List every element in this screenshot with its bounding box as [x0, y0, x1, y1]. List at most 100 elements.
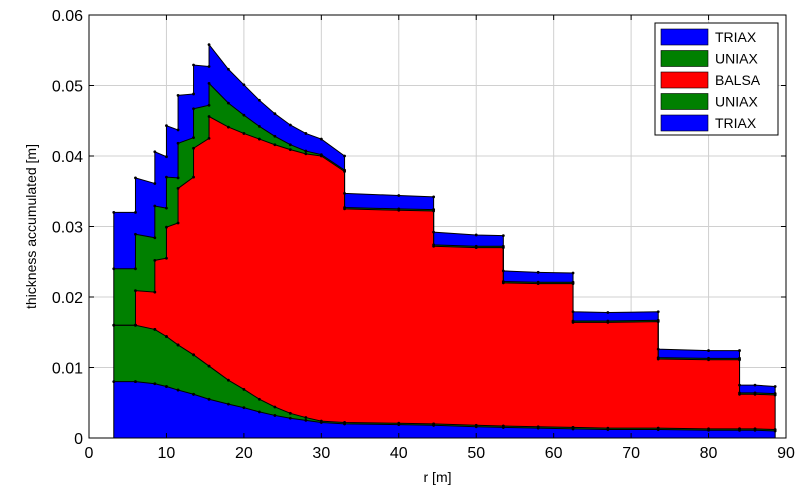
data-point — [134, 232, 137, 236]
data-point — [176, 176, 180, 180]
data-point — [571, 310, 575, 314]
y-tick-label: 0 — [74, 431, 83, 448]
data-point — [707, 356, 710, 360]
y-tick-label: 0.02 — [52, 290, 83, 307]
data-point — [304, 418, 308, 422]
data-point — [288, 148, 292, 152]
data-point — [242, 83, 246, 87]
data-point — [257, 397, 261, 401]
data-point — [227, 402, 230, 406]
data-point — [242, 387, 246, 391]
data-point — [176, 388, 180, 392]
axis-ticks: 0 10 20 30 40 50 60 70 80 90 0 0.01 0.02 0.03 0.04 0.05… — [52, 8, 795, 462]
data-point — [165, 225, 168, 229]
data-point — [257, 98, 261, 102]
x-tick-label: 70 — [622, 445, 640, 462]
data-point — [738, 391, 741, 395]
data-point — [304, 149, 308, 153]
x-tick-label: 60 — [545, 445, 563, 462]
data-point — [242, 132, 246, 135]
data-point — [753, 427, 757, 431]
data-point — [501, 424, 505, 428]
data-point — [656, 310, 660, 314]
data-point — [571, 426, 575, 429]
data-point — [571, 319, 575, 323]
data-point — [304, 416, 308, 419]
data-point — [176, 221, 180, 225]
data-point — [319, 153, 323, 156]
data-point — [288, 416, 292, 420]
data-point — [176, 343, 180, 347]
data-point — [536, 270, 540, 274]
x-tick-label: 80 — [700, 445, 718, 462]
legend: TRIAX UNIAX BALSA UNIAX TRIAX — [654, 22, 779, 136]
data-point — [192, 175, 195, 179]
data-point — [153, 382, 157, 386]
x-axis-label: r [m] — [424, 469, 452, 485]
data-point — [656, 426, 660, 430]
data-point — [257, 124, 261, 128]
data-point — [153, 182, 157, 185]
data-point — [153, 258, 157, 262]
data-point — [207, 81, 211, 85]
data-point — [432, 422, 436, 426]
data-point — [242, 113, 246, 117]
data-point — [343, 421, 346, 424]
x-tick-label: 20 — [235, 445, 253, 462]
data-point — [738, 349, 741, 352]
data-point — [304, 152, 308, 156]
data-point — [273, 414, 277, 417]
data-point — [153, 290, 157, 294]
data-point — [153, 236, 157, 240]
legend-swatch — [660, 28, 709, 46]
data-point — [165, 155, 168, 159]
data-point — [432, 195, 436, 199]
data-point — [474, 244, 478, 248]
data-point — [257, 410, 261, 414]
y-axis-label: thickness accumulated [m] — [23, 144, 39, 309]
data-point — [227, 67, 230, 71]
y-tick-label: 0.03 — [52, 220, 83, 237]
legend-label: TRIAX — [715, 115, 757, 131]
data-point — [192, 392, 195, 396]
data-point — [273, 143, 277, 147]
data-point — [707, 427, 710, 431]
data-point — [738, 383, 741, 387]
legend-swatch — [660, 71, 709, 89]
data-point — [753, 383, 757, 387]
data-point — [606, 319, 610, 323]
legend-label: UNIAX — [715, 94, 758, 110]
y-tick-label: 0.06 — [52, 8, 83, 25]
data-point — [134, 289, 137, 293]
data-point — [273, 112, 277, 116]
data-point — [192, 136, 195, 140]
data-point — [397, 194, 401, 197]
data-point — [207, 397, 211, 401]
data-point — [207, 65, 211, 68]
x-tick-label: 90 — [777, 445, 795, 462]
x-tick-label: 10 — [158, 445, 176, 462]
data-point — [288, 411, 292, 415]
data-point — [165, 335, 168, 338]
data-point — [343, 191, 346, 195]
y-tick-label: 0.04 — [52, 149, 83, 166]
data-point — [501, 234, 505, 238]
data-point — [257, 137, 261, 141]
y-tick-label: 0.05 — [52, 79, 83, 96]
data-point — [207, 43, 211, 47]
data-point — [753, 391, 757, 395]
data-point — [207, 103, 211, 107]
data-point — [134, 323, 137, 327]
data-point — [571, 271, 575, 275]
x-tick-label: 0 — [85, 445, 94, 462]
data-point — [134, 267, 137, 271]
data-point — [165, 206, 168, 210]
area-layer-1-triax — [113, 381, 776, 438]
area-layer-5-triax — [113, 44, 776, 394]
data-point — [397, 207, 401, 211]
data-point — [343, 206, 346, 209]
data-point — [227, 101, 230, 105]
x-tick-label: 40 — [390, 445, 408, 462]
data-point — [227, 125, 230, 129]
